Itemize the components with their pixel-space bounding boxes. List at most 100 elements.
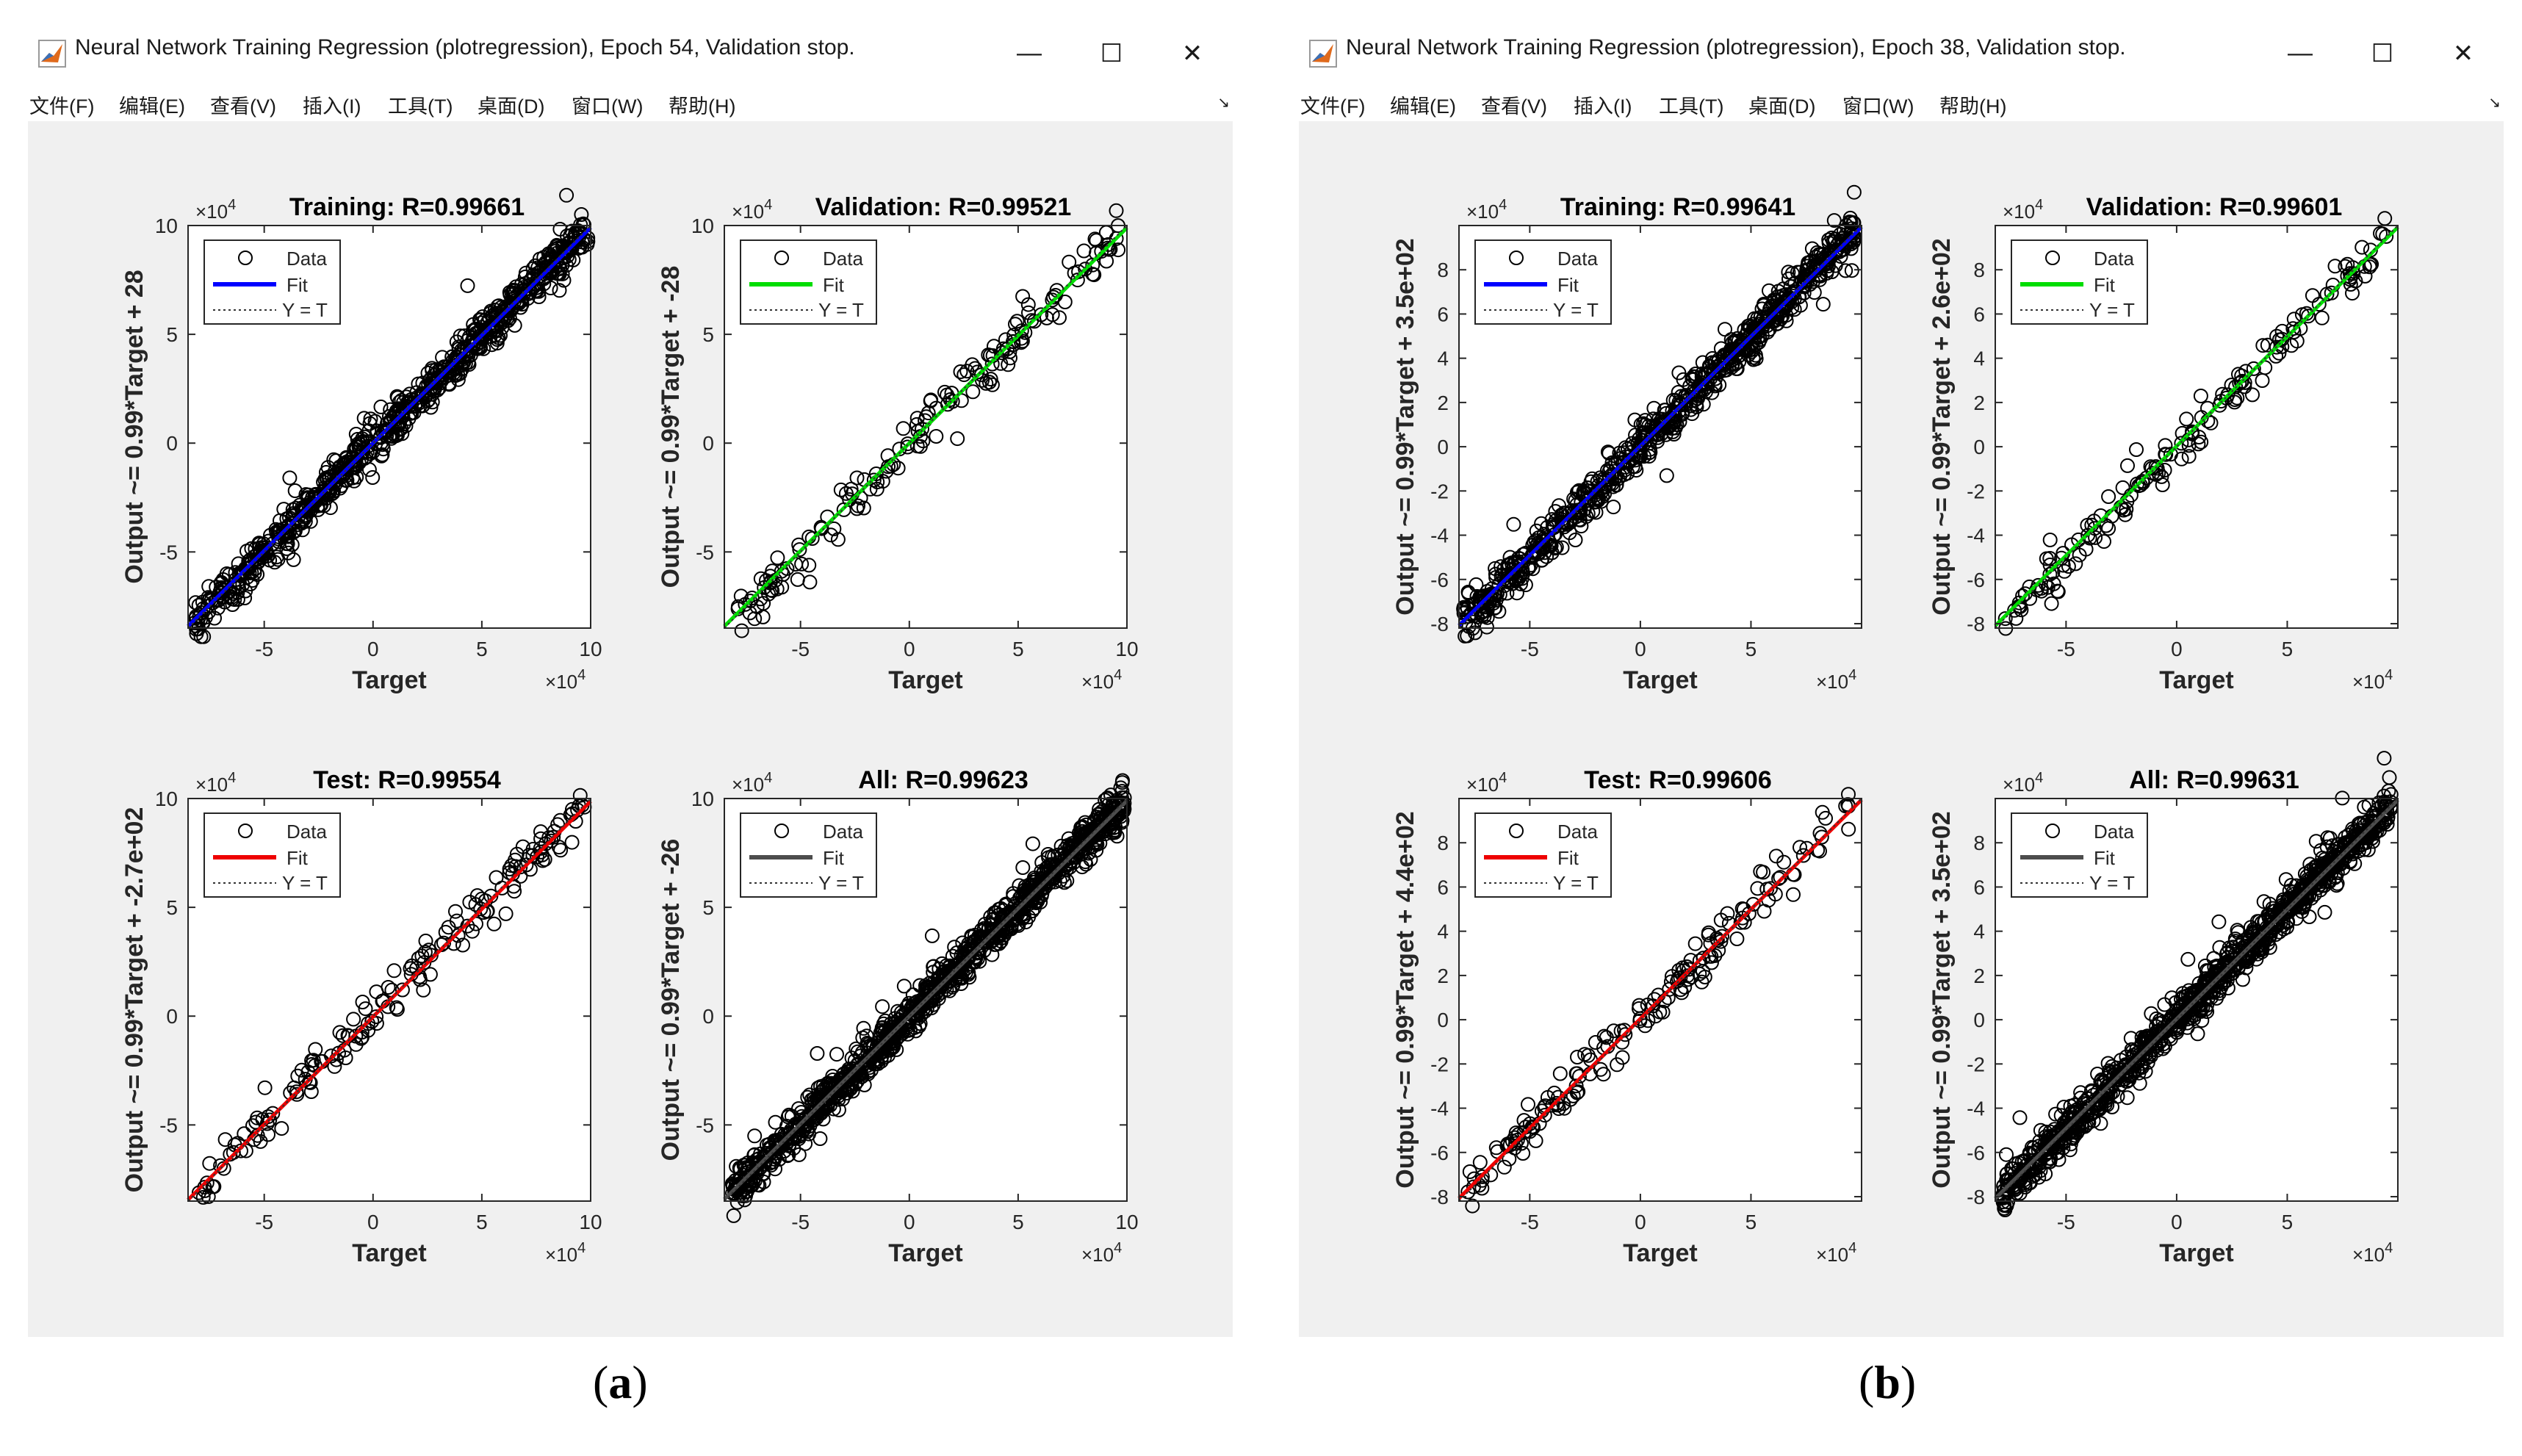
menu-view[interactable]: 查看(V) xyxy=(1481,95,1547,118)
data-point xyxy=(1030,893,1045,909)
y-exponent-power: 4 xyxy=(2035,770,2043,786)
data-point xyxy=(2340,845,2355,859)
legend-fit-label: Fit xyxy=(2094,274,2116,296)
legend-data-marker xyxy=(774,251,789,265)
data-point xyxy=(815,1111,831,1127)
y-tick-label: 8 xyxy=(1973,259,1985,281)
data-point xyxy=(760,1147,774,1163)
data-point xyxy=(2098,518,2114,533)
legend-identity-label: Y = T xyxy=(282,872,328,894)
menu-insert[interactable]: 插入(I) xyxy=(1574,95,1632,118)
legend-identity-label: Y = T xyxy=(1553,299,1599,321)
data-point xyxy=(580,234,596,249)
x-exponent-power: 4 xyxy=(1848,1240,1856,1256)
menu-window[interactable]: 窗口(W) xyxy=(1842,95,1914,118)
y-tick-label: -8 xyxy=(1967,1186,1985,1208)
data-point xyxy=(791,1147,807,1162)
y-exponent-label: ×104 xyxy=(732,770,772,796)
data-point xyxy=(1659,468,1674,483)
data-point xyxy=(2377,211,2393,226)
menu-edit[interactable]: 编辑(E) xyxy=(119,95,185,118)
menu-tools[interactable]: 工具(T) xyxy=(1659,95,1724,118)
data-point xyxy=(929,429,944,444)
y-exponent-power: 4 xyxy=(764,197,772,213)
data-point xyxy=(2089,1092,2104,1107)
menu-edit[interactable]: 编辑(E) xyxy=(1390,95,1456,118)
x-exponent-power: 4 xyxy=(2385,667,2393,683)
menu-view[interactable]: 查看(V) xyxy=(210,95,276,118)
dock-arrow-icon[interactable]: ↘ xyxy=(1217,95,1230,111)
menu-insert[interactable]: 插入(I) xyxy=(303,95,361,118)
data-point xyxy=(1508,1136,1523,1151)
data-point xyxy=(552,283,567,298)
menu-window[interactable]: 窗口(W) xyxy=(572,95,644,118)
data-point xyxy=(527,258,543,273)
data-point xyxy=(486,916,502,931)
y-exponent-label: ×104 xyxy=(195,197,236,223)
data-point xyxy=(268,522,284,537)
data-point xyxy=(774,1135,789,1150)
y-tick-label: 6 xyxy=(1437,876,1449,898)
panel-title: Training: R=0.99661 xyxy=(289,193,525,221)
data-point xyxy=(2088,530,2103,545)
minimize-button[interactable]: — xyxy=(2288,39,2313,67)
minimize-button[interactable]: — xyxy=(1017,39,1042,67)
data-point xyxy=(2345,286,2360,301)
data-point xyxy=(2150,461,2165,476)
data-point xyxy=(1511,571,1527,586)
data-point xyxy=(2255,338,2271,353)
data-point xyxy=(1568,493,1583,508)
y-tick-label: -2 xyxy=(1430,480,1449,502)
legend-data-marker xyxy=(1509,823,1524,838)
menu-help[interactable]: 帮助(H) xyxy=(669,95,736,118)
menu-desktop[interactable]: 桌面(D) xyxy=(478,95,545,118)
legend-data-marker xyxy=(2045,251,2060,265)
data-point xyxy=(1109,829,1125,844)
data-point xyxy=(1753,864,1768,879)
data-point xyxy=(450,350,466,365)
close-button[interactable]: ✕ xyxy=(2452,39,2474,68)
axes-box xyxy=(724,798,1128,1202)
data-point xyxy=(546,257,561,273)
maximize-button[interactable]: ☐ xyxy=(2371,39,2394,68)
data-point xyxy=(358,1001,373,1017)
x-tick-label: -5 xyxy=(2057,1211,2075,1233)
data-point xyxy=(1773,870,1788,885)
data-point xyxy=(1841,821,1856,837)
y-tick-label: -5 xyxy=(696,1114,714,1136)
menu-file[interactable]: 文件(F) xyxy=(29,95,95,118)
data-point xyxy=(289,1086,305,1102)
data-point xyxy=(274,1121,289,1136)
data-point xyxy=(550,817,566,832)
y-tick-label: -4 xyxy=(1430,525,1449,547)
x-exponent-power: 4 xyxy=(1114,1240,1122,1256)
menu-help[interactable]: 帮助(H) xyxy=(1939,95,2007,118)
data-point xyxy=(469,888,485,904)
x-tick-label: 0 xyxy=(1635,1211,1646,1233)
data-point xyxy=(1751,335,1767,350)
dock-arrow-icon[interactable]: ↘ xyxy=(2488,95,2501,111)
data-point xyxy=(1687,936,1703,951)
menu-desktop[interactable]: 桌面(D) xyxy=(1748,95,1816,118)
y-axis-label: Output ~= 0.99*Target + 3.5e+02 xyxy=(1928,811,1956,1188)
maximize-button[interactable]: ☐ xyxy=(1100,39,1123,68)
data-point xyxy=(2163,447,2178,462)
y-exponent-label: ×104 xyxy=(195,770,236,796)
close-button[interactable]: ✕ xyxy=(1181,39,1203,68)
y-exponent-label: ×104 xyxy=(2003,197,2043,223)
data-point xyxy=(2129,442,2144,457)
data-point xyxy=(2101,489,2116,504)
data-point xyxy=(1793,840,1807,855)
menu-file[interactable]: 文件(F) xyxy=(1300,95,1366,118)
x-tick-label: 0 xyxy=(904,1211,915,1233)
y-exponent-power: 4 xyxy=(228,770,236,786)
y-axis-label: Output ~= 0.99*Target + 28 xyxy=(120,270,148,583)
legend-identity-label: Y = T xyxy=(2089,872,2135,894)
y-tick-label: 8 xyxy=(1437,832,1449,854)
menu-tools[interactable]: 工具(T) xyxy=(388,95,453,118)
